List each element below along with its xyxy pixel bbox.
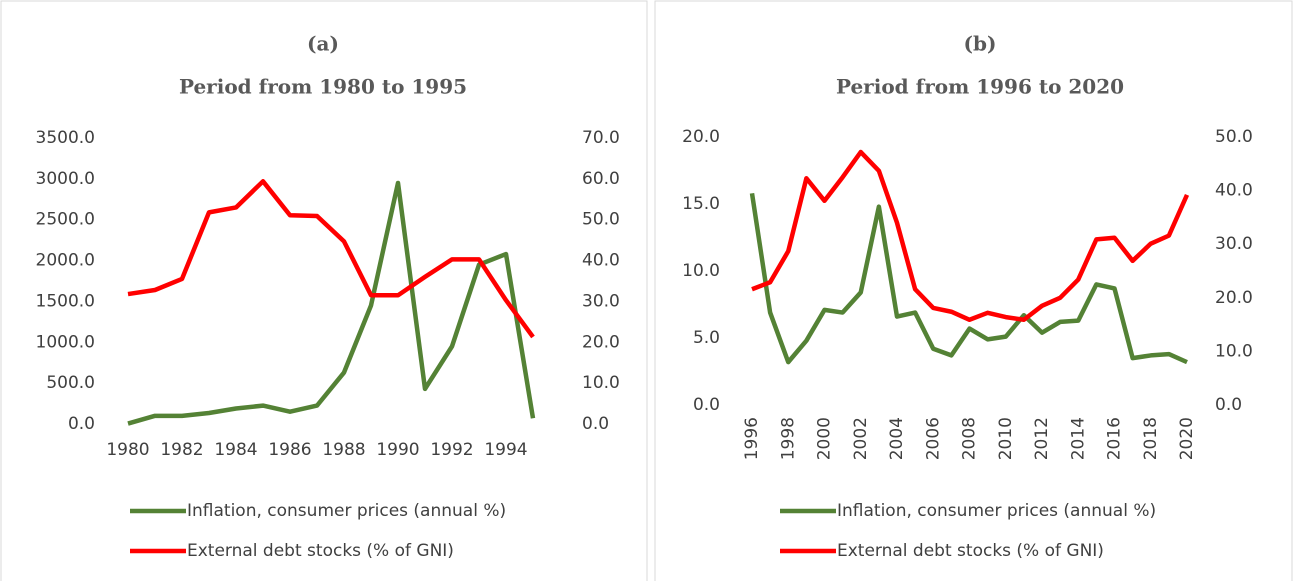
legend-label: Inflation, consumer prices (annual %) [187, 501, 506, 521]
x-tick-label: 1992 [430, 440, 473, 460]
x-tick-label: 2000 [815, 417, 835, 460]
y2-tick-label: 40.0 [582, 251, 620, 271]
y2-tick-label: 70.0 [582, 128, 620, 148]
x-tick-label: 1994 [484, 440, 527, 460]
series-line [751, 149, 1190, 323]
panel-border [0, 0, 648, 581]
y2-tick-label: 10.0 [1215, 341, 1253, 361]
x-tick-label: 2008 [960, 417, 980, 460]
y2-tick-label: 60.0 [582, 169, 620, 189]
y-tick-label: 20.0 [682, 127, 720, 147]
x-tick-label: 1996 [742, 417, 762, 460]
x-tick-label: 1990 [376, 440, 419, 460]
series-line [127, 179, 535, 339]
chart-subtitle: Period from 1996 to 2020 [836, 75, 1124, 99]
y-tick-label: 1000.0 [36, 332, 95, 352]
y2-tick-label: 50.0 [1215, 127, 1253, 147]
series-line [127, 180, 536, 426]
legend-label: Inflation, consumer prices (annual %) [837, 501, 1156, 521]
y-tick-label: 1500.0 [36, 291, 95, 311]
y2-tick-label: 0.0 [582, 414, 609, 434]
y-tick-label: 2500.0 [36, 210, 95, 230]
y-tick-label: 5.0 [693, 328, 720, 348]
y2-tick-label: 10.0 [582, 373, 620, 393]
y-tick-label: 15.0 [682, 194, 720, 214]
chart-title: (a) [307, 32, 339, 56]
x-tick-label: 2006 [923, 417, 943, 460]
x-tick-label: 2002 [851, 417, 871, 460]
chart-subtitle: Period from 1980 to 1995 [179, 75, 467, 99]
x-tick-label: 2004 [887, 417, 907, 460]
y2-tick-label: 40.0 [1215, 181, 1253, 201]
x-tick-label: 2016 [1105, 417, 1125, 460]
x-tick-label: 2014 [1068, 417, 1088, 460]
x-tick-label: 2010 [996, 417, 1016, 460]
y2-tick-label: 20.0 [582, 332, 620, 352]
y2-tick-label: 0.0 [1215, 395, 1242, 415]
legend-label: External debt stocks (% of GNI) [837, 541, 1104, 561]
y2-tick-label: 30.0 [1215, 234, 1253, 254]
x-tick-label: 2018 [1141, 417, 1161, 460]
panel-border [654, 0, 1293, 581]
y-tick-label: 3000.0 [36, 169, 95, 189]
y-tick-label: 0.0 [68, 414, 95, 434]
x-tick-label: 1980 [106, 440, 149, 460]
chart-title: (b) [964, 32, 997, 56]
x-tick-label: 1986 [268, 440, 311, 460]
x-tick-label: 2012 [1032, 417, 1052, 460]
series-line [749, 192, 1188, 365]
legend-label: External debt stocks (% of GNI) [187, 541, 454, 561]
x-tick-label: 1998 [778, 417, 798, 460]
y-tick-label: 2000.0 [36, 251, 95, 271]
y2-tick-label: 20.0 [1215, 288, 1253, 308]
y-tick-label: 3500.0 [36, 128, 95, 148]
y-tick-label: 10.0 [682, 261, 720, 281]
x-tick-label: 1982 [160, 440, 203, 460]
y2-tick-label: 30.0 [582, 291, 620, 311]
y2-tick-label: 50.0 [582, 210, 620, 230]
y-tick-label: 0.0 [693, 395, 720, 415]
y-tick-label: 500.0 [46, 373, 95, 393]
x-tick-label: 2020 [1177, 417, 1197, 460]
x-tick-label: 1988 [322, 440, 365, 460]
x-tick-label: 1984 [214, 440, 257, 460]
